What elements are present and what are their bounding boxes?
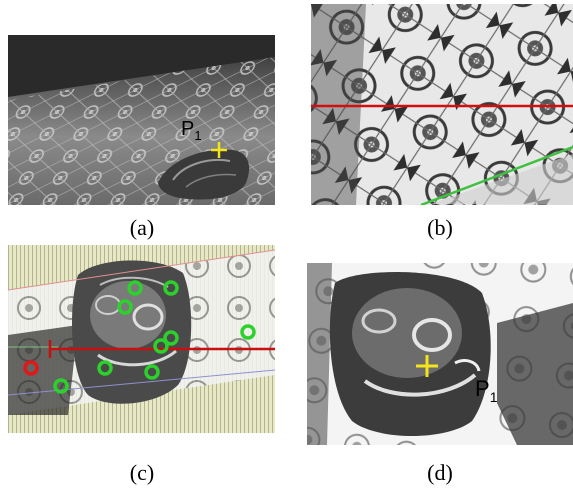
panel-c-image — [8, 245, 275, 433]
caption-c: (c) — [129, 460, 155, 485]
point-label-p1: P1 — [475, 376, 498, 405]
circle-green — [240, 324, 256, 340]
mask-face — [72, 260, 192, 404]
circle-green — [53, 378, 69, 394]
circle-red — [23, 360, 39, 376]
mask-face — [329, 272, 491, 436]
circle-green — [144, 364, 160, 380]
circle-green — [163, 280, 179, 296]
circle-green — [163, 330, 179, 346]
circle-green — [97, 360, 113, 376]
guide-line-green — [420, 145, 573, 205]
panel-b-image — [311, 4, 573, 205]
correspondence-circles — [23, 280, 256, 394]
point-marker-cross — [211, 142, 227, 158]
circle-green — [117, 299, 133, 315]
caption-b: (b) — [427, 215, 453, 240]
caption-a: (a) — [129, 215, 155, 240]
circle-green — [127, 280, 143, 296]
panel-d-image: P1 — [307, 263, 573, 445]
point-label-p1: P1 — [181, 118, 202, 143]
point-marker-cross — [416, 355, 438, 377]
panel-a-image: P1 — [8, 35, 275, 205]
caption-d: (d) — [427, 460, 453, 485]
mask-object — [158, 149, 250, 200]
circle-green — [153, 338, 169, 354]
